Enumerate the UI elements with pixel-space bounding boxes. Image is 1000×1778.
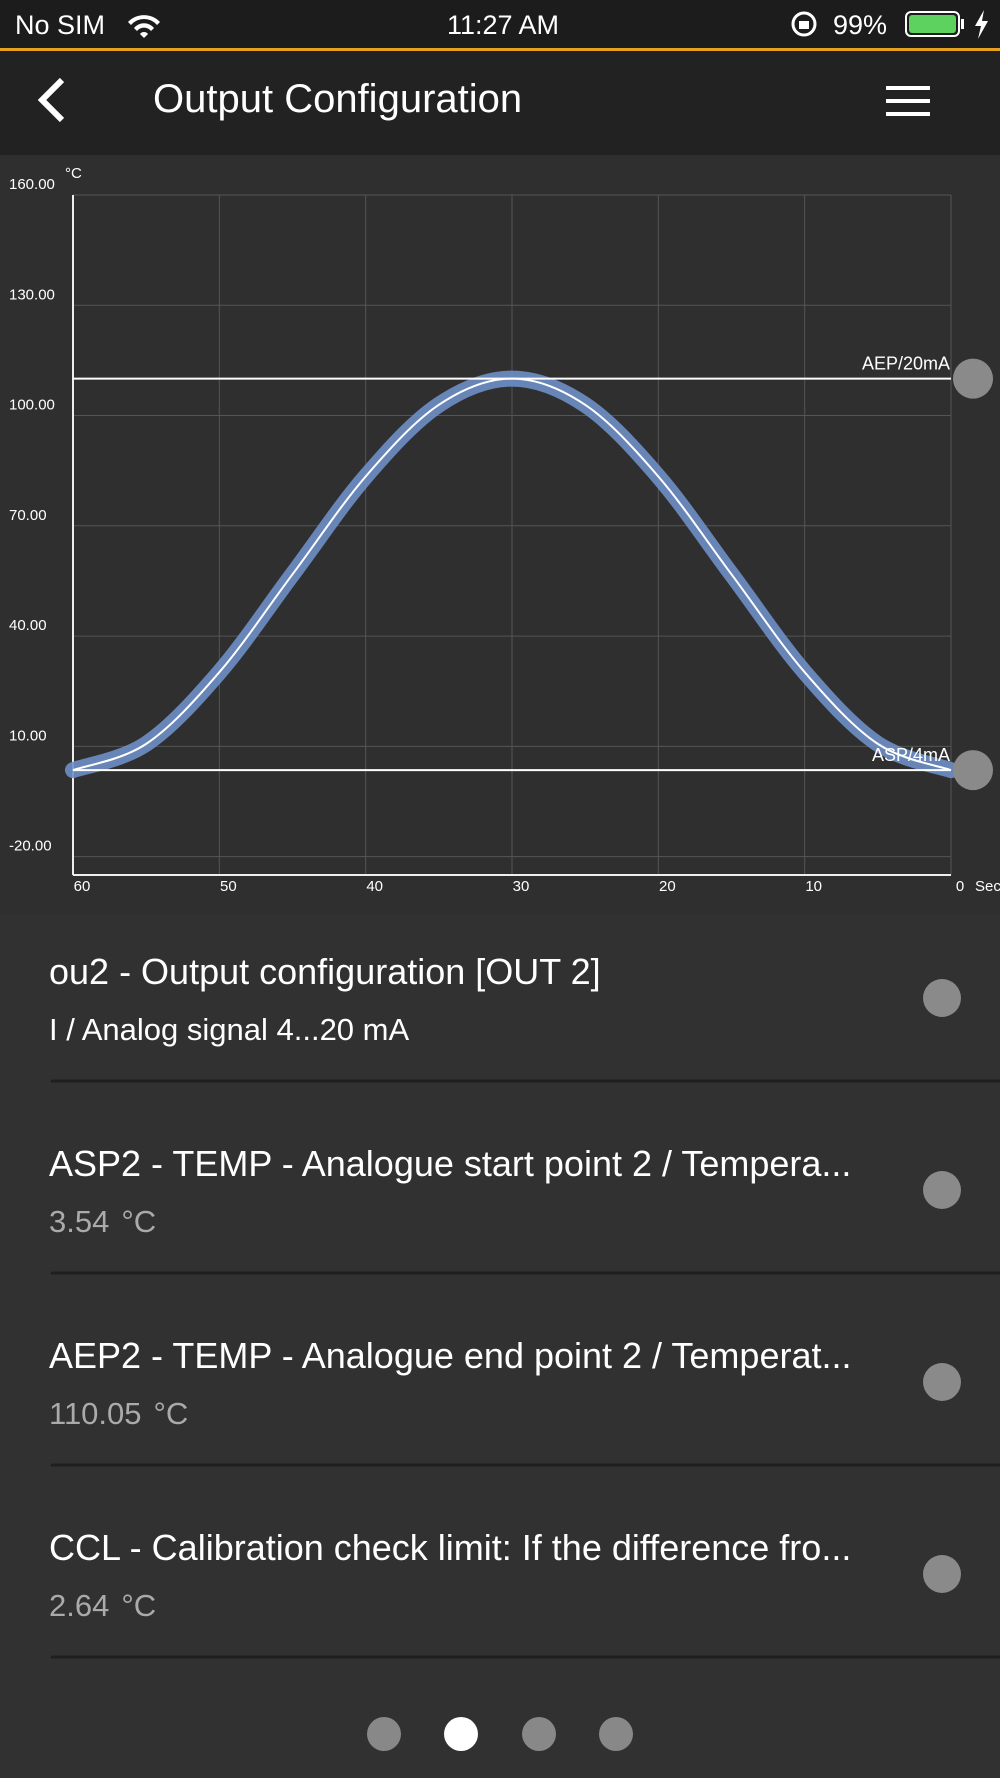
item-title: AEP2 - TEMP - Analogue end point 2 / Tem…	[49, 1335, 851, 1376]
x-tick-label: 10	[805, 878, 822, 895]
page-title: Output Configuration	[153, 77, 522, 121]
y-tick-label: 70.00	[9, 507, 47, 524]
menu-button[interactable]	[886, 86, 930, 116]
carrier: No SIM	[15, 10, 105, 40]
value-unit: °C	[121, 1588, 156, 1623]
app-bar	[0, 51, 1000, 155]
radio-button[interactable]	[923, 1555, 961, 1593]
y-tick-label: 40.00	[9, 617, 47, 634]
x-unit: Sec	[975, 878, 1000, 895]
wifi-icon	[128, 15, 160, 38]
value-unit: °C	[154, 1396, 189, 1431]
settings-list: ou2 - Output configuration [OUT 2] I / An…	[49, 951, 1000, 1659]
value-number: 110.05	[49, 1396, 142, 1431]
radio-button[interactable]	[923, 1171, 961, 1209]
x-tick-label: 30	[513, 878, 530, 895]
y-tick-label: -20.00	[9, 838, 52, 855]
item-value: 2.64 °C	[49, 1588, 156, 1623]
x-tick-label: 0	[956, 878, 964, 895]
battery-percent: 99%	[833, 10, 887, 40]
reference-label: AEP/20mA	[862, 354, 950, 374]
item-value: 3.54 °C	[49, 1204, 156, 1239]
item-title: ASP2 - TEMP - Analogue start point 2 / T…	[49, 1143, 851, 1184]
item-title: CCL - Calibration check limit: If the di…	[49, 1527, 851, 1568]
item-subtitle: I / Analog signal 4...20 mA	[49, 1012, 409, 1047]
x-tick-label: 50	[220, 878, 237, 895]
chart: °C 160.00 130.00 100.00 70.00 40.00 10.00 -20.0…	[9, 165, 1000, 895]
page-dot[interactable]	[599, 1717, 633, 1751]
y-tick-label: 160.00	[9, 176, 55, 193]
lock-icon	[791, 11, 817, 37]
chart-panel	[0, 155, 1000, 915]
value-number: 2.64	[49, 1588, 109, 1623]
status-accent	[0, 48, 1000, 51]
value-number: 3.54	[49, 1204, 109, 1239]
x-tick-label: 40	[366, 878, 383, 895]
status-bar	[0, 0, 1000, 50]
y-tick-label: 10.00	[9, 727, 47, 744]
reference-label: ASP/4mA	[872, 745, 950, 765]
y-tick-label: 100.00	[9, 397, 55, 414]
drag-handle[interactable]	[953, 358, 993, 399]
x-tick-label: 60	[74, 878, 91, 895]
page-indicator	[367, 1717, 633, 1751]
y-tick-label: 130.00	[9, 286, 55, 303]
battery-icon	[905, 10, 988, 39]
item-value: 110.05 °C	[49, 1396, 188, 1431]
value-unit: °C	[121, 1204, 156, 1239]
page-dot-active[interactable]	[444, 1717, 478, 1751]
clock: 11:27 AM	[447, 10, 559, 40]
radio-button[interactable]	[923, 979, 961, 1017]
radio-button[interactable]	[923, 1363, 961, 1401]
y-unit: °C	[65, 165, 82, 182]
page-dot[interactable]	[522, 1717, 556, 1751]
page-dot[interactable]	[367, 1717, 401, 1751]
x-tick-label: 20	[659, 878, 676, 895]
item-title: ou2 - Output configuration [OUT 2]	[49, 951, 601, 992]
back-button[interactable]	[37, 77, 65, 123]
drag-handle[interactable]	[953, 750, 993, 791]
